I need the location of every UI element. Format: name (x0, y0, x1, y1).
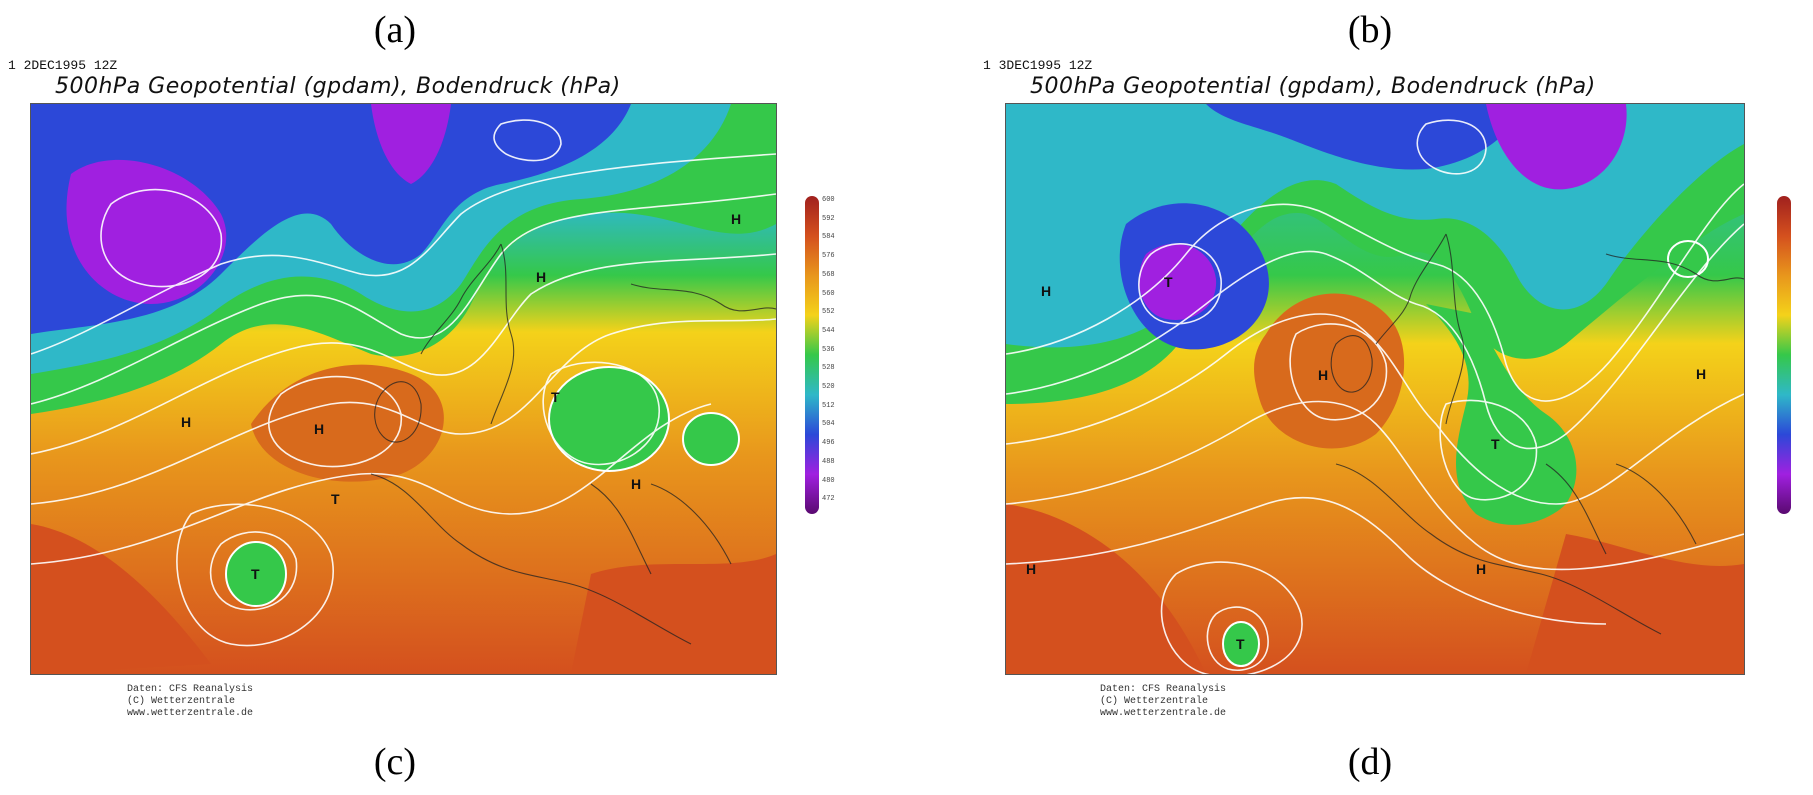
panel-label-c: (c) (373, 741, 417, 783)
colorbar-tick-label: 576 (822, 252, 835, 261)
colorbar-tick-label: 600 (822, 196, 835, 204)
map-b-high-5: H (1476, 561, 1486, 577)
map-b-low-3: T (1236, 636, 1245, 652)
map-a-high-2: H (536, 269, 546, 285)
map-a-colorbar: 600 592 584 576 568 560 552 544 536 528 520 512 504 4… (805, 196, 835, 514)
map-b-high-2: H (1041, 283, 1051, 299)
colorbar-tick-label: 552 (822, 308, 835, 317)
map-b: H H H H H T T T (1005, 103, 1745, 675)
map-a-high-1: H (314, 421, 324, 437)
colorbar-tick-label: 472 (822, 495, 835, 504)
map-b-high-4: H (1696, 366, 1706, 382)
map-b-field: H H H H H T T T (1006, 104, 1744, 674)
colorbar-tick-label: 544 (822, 326, 835, 335)
panel-b-credit: Daten: CFS Reanalysis (C) Wetterzentrale… (1100, 684, 1227, 719)
map-a-low-1: T (251, 566, 260, 582)
colorbar-tick-label: 560 (822, 289, 835, 298)
panel-label-d: (d) (1347, 741, 1393, 783)
panel-a-credit: Daten: CFS Reanalysis (C) Wetterzentrale… (127, 684, 254, 719)
colorbar-tick-label: 480 (822, 476, 835, 485)
panel-a-run-code: 1 2DEC1995 12Z (8, 58, 118, 73)
colorbar-tick-label: 512 (822, 401, 835, 410)
map-a: H H H H H T T T (30, 103, 777, 675)
map-b-high-3: H (1026, 561, 1036, 577)
panel-label-a: (a) (373, 9, 417, 51)
map-a-high-5: H (731, 211, 741, 227)
map-a-high-3: H (181, 414, 191, 430)
colorbar-tick-label: 584 (822, 233, 835, 242)
map-a-low-2: T (551, 389, 560, 405)
colorbar-tick-label: 528 (822, 364, 835, 373)
colorbar-tick-label: 496 (822, 439, 835, 448)
map-b-low-2: T (1491, 436, 1500, 452)
panel-b-title: 500hPa Geopotential (gpdam), Bodendruck … (1030, 74, 1596, 99)
colorbar-tick-label: 536 (822, 345, 835, 354)
colorbar-tick-label: 568 (822, 270, 835, 279)
colorbar-tick-label: 504 (822, 420, 835, 429)
map-a-field: H H H H H T T T (31, 104, 776, 674)
panel-a-title: 500hPa Geopotential (gpdam), Bodendruck … (55, 74, 621, 99)
panel-b-run-code: 1 3DEC1995 12Z (983, 58, 1093, 73)
map-a-high-4: H (631, 476, 641, 492)
colorbar-tick-label: 592 (822, 214, 835, 223)
colorbar-tick-label: 520 (822, 383, 835, 392)
map-b-low-1: T (1164, 274, 1173, 290)
map-b-high-1: H (1318, 367, 1328, 383)
map-a-low-3: T (331, 491, 340, 507)
panel-label-b: (b) (1347, 9, 1393, 51)
map-b-colorbar (1777, 196, 1791, 514)
colorbar-tick-label: 488 (822, 457, 835, 466)
